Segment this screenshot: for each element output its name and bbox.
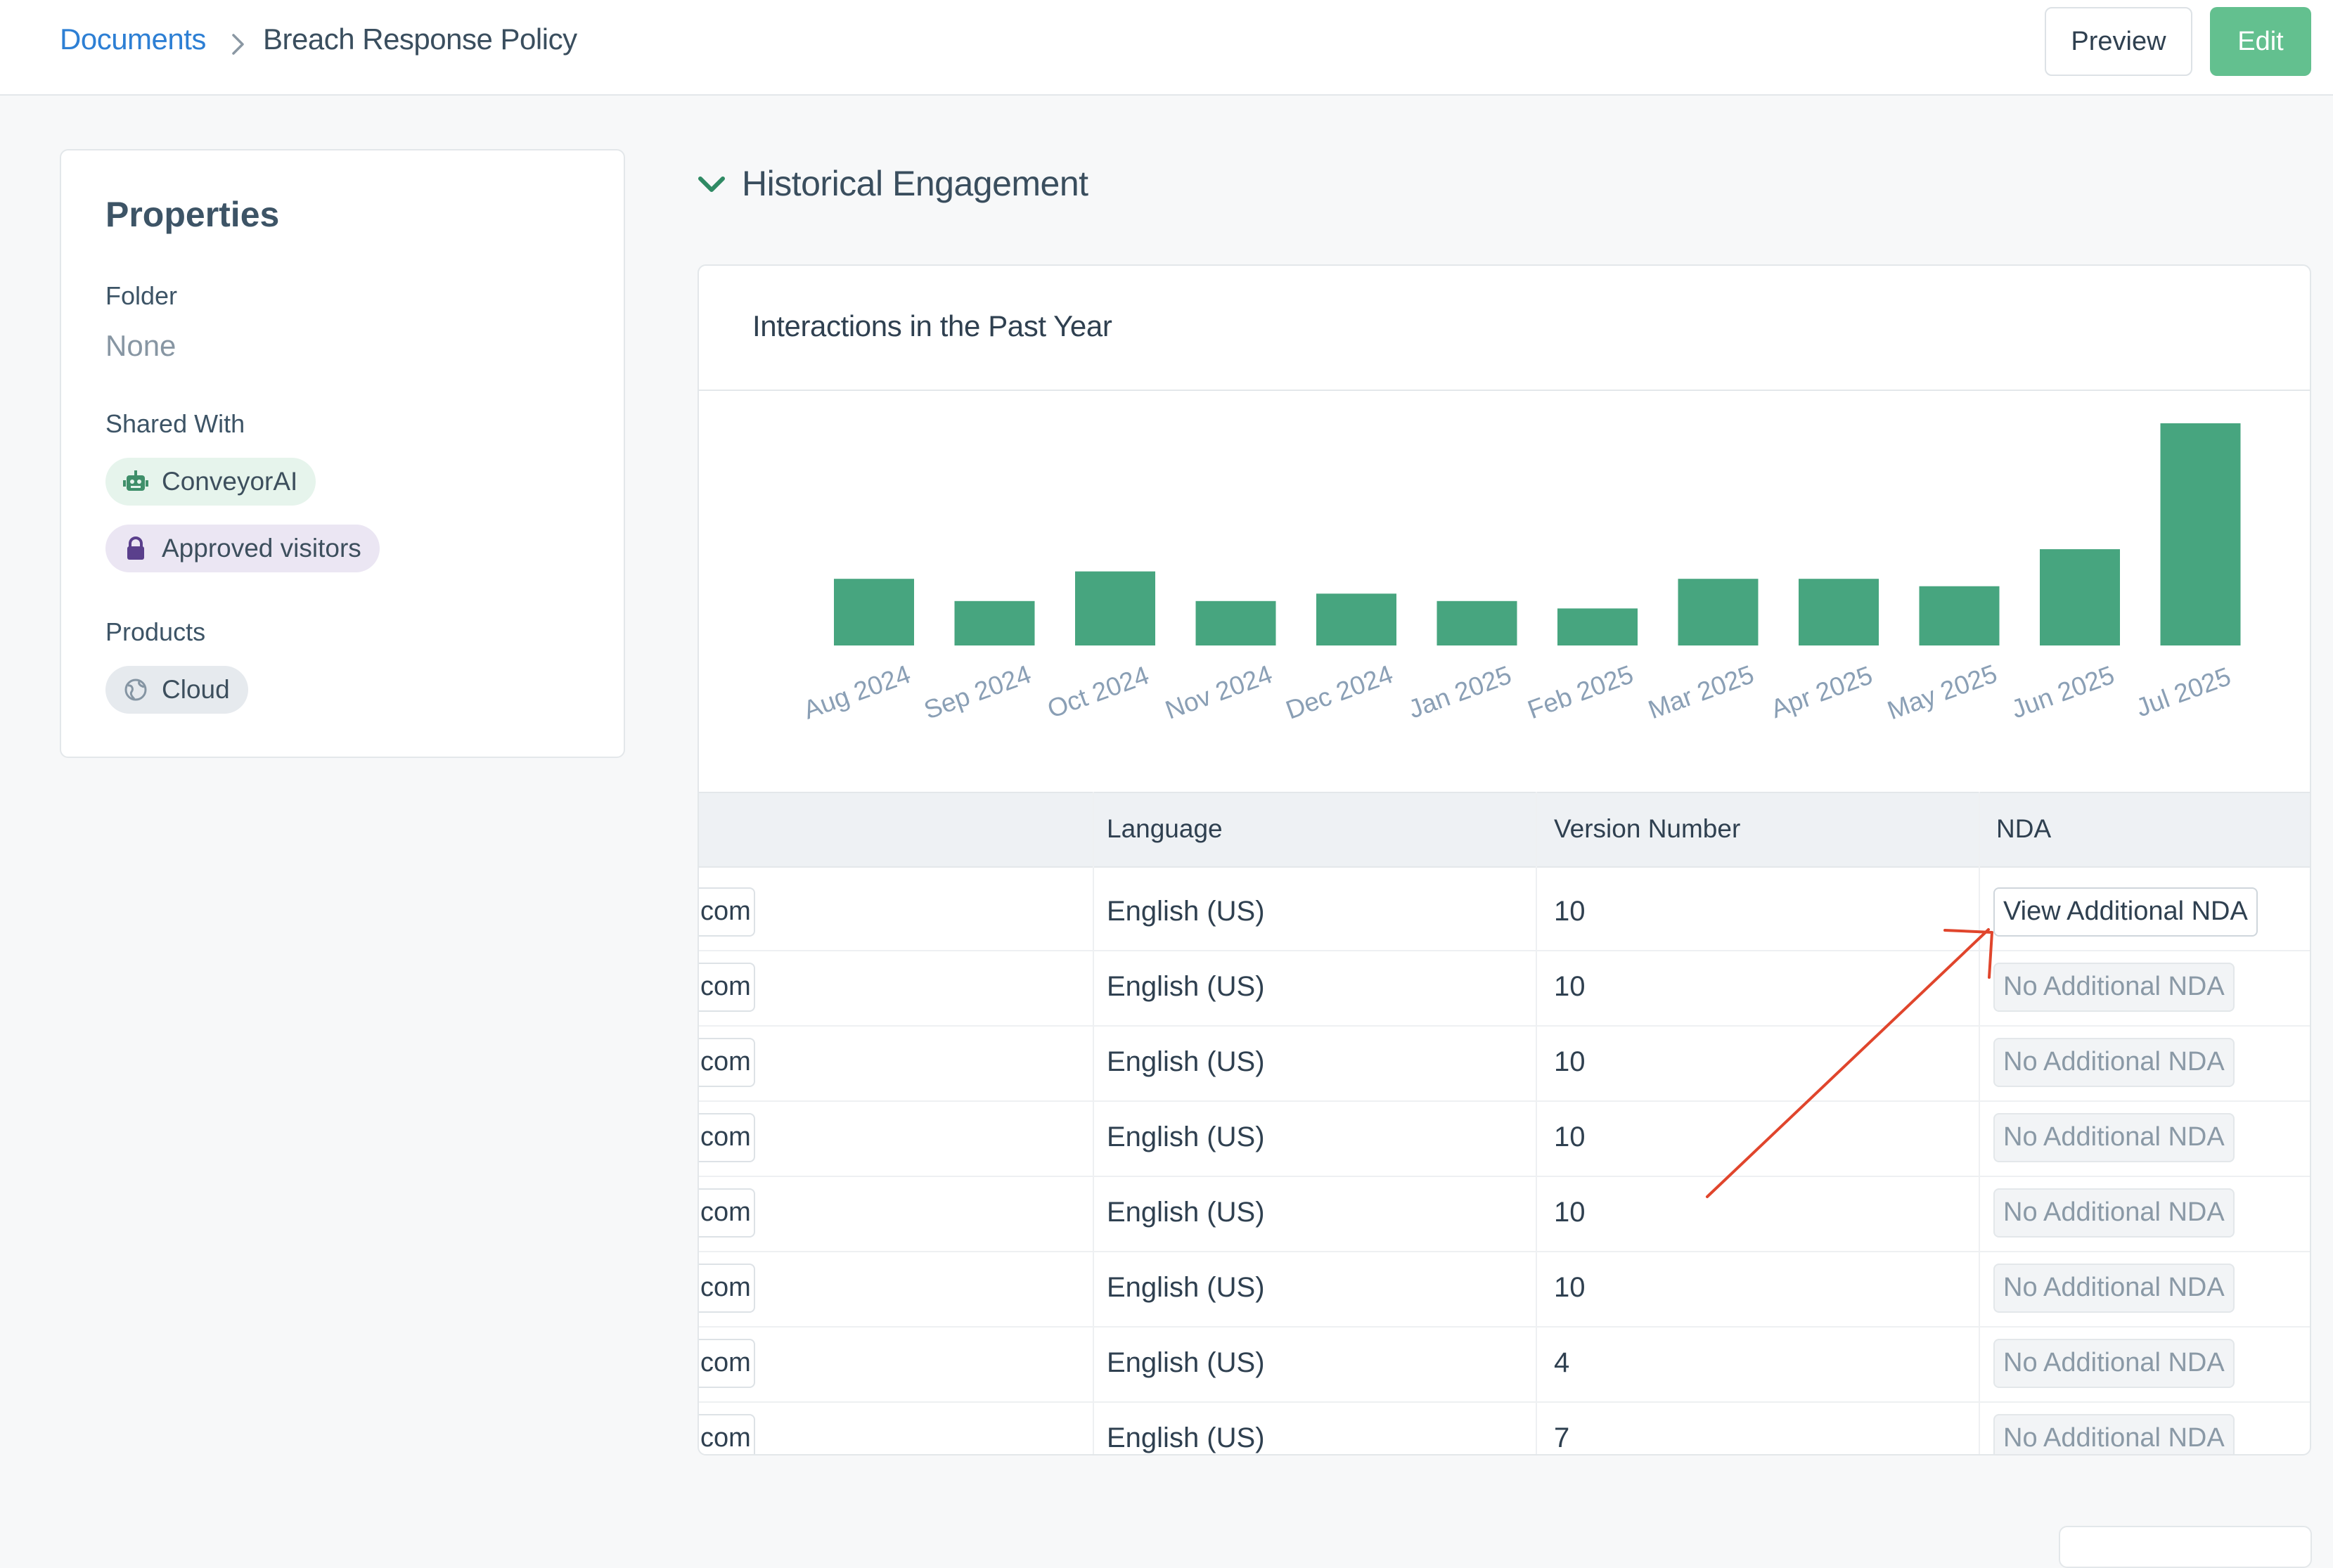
version-cell: 10 — [1554, 971, 1586, 1002]
version-cell: 10 — [1554, 1272, 1586, 1303]
version-cell: 10 — [1554, 1122, 1586, 1152]
email-chip[interactable]: com — [699, 1188, 755, 1238]
chart-bar[interactable] — [2040, 549, 2120, 645]
products-label: Products — [105, 617, 206, 646]
product-cloud-tag[interactable]: Cloud — [105, 666, 248, 714]
x-tick-label: Apr 2025 — [1767, 660, 1876, 724]
x-tick-label: Sep 2024 — [920, 660, 1035, 725]
engagement-card: Interactions in the Past Year Aug 2024 Se… — [698, 264, 2311, 1455]
no-additional-nda-badge: No Additional NDA — [1993, 1038, 2235, 1087]
folder-label: Folder — [105, 281, 178, 310]
shared-with-label: Shared With — [105, 409, 245, 438]
shared-with-conveyorai-tag[interactable]: ConveyorAI — [105, 458, 316, 506]
email-chip[interactable]: com — [699, 1339, 755, 1388]
chart-bar[interactable] — [1075, 571, 1155, 645]
robot-icon — [122, 468, 149, 495]
no-additional-nda-badge: No Additional NDA — [1993, 1264, 2235, 1313]
shared-approved-visitors-label: Approved visitors — [162, 534, 361, 563]
no-additional-nda-badge: No Additional NDA — [1993, 1414, 2235, 1454]
product-cloud-label: Cloud — [162, 675, 230, 704]
no-additional-nda-badge: No Additional NDA — [1993, 1188, 2235, 1238]
x-tick-label: Aug 2024 — [799, 660, 914, 725]
edit-button[interactable]: Edit — [2210, 7, 2311, 76]
language-cell: English (US) — [1107, 1347, 1265, 1378]
properties-panel: Properties Folder None Shared With Conve… — [60, 149, 625, 758]
x-tick-label: Mar 2025 — [1645, 660, 1758, 724]
chart-bar[interactable] — [1678, 579, 1759, 645]
no-additional-nda-badge: No Additional NDA — [1993, 1113, 2235, 1162]
column-header-nda[interactable]: NDA — [1996, 814, 2052, 843]
language-cell: English (US) — [1107, 1046, 1265, 1077]
table-header: Language Version Number NDA — [699, 792, 2310, 868]
email-chip[interactable]: com — [699, 1414, 755, 1454]
view-additional-nda-button[interactable]: View Additional NDA — [1993, 887, 2258, 937]
column-divider — [1093, 792, 1094, 1454]
language-cell: English (US) — [1107, 1272, 1265, 1303]
x-tick-label: Nov 2024 — [1162, 660, 1276, 725]
historical-engagement-title[interactable]: Historical Engagement — [742, 164, 1088, 203]
chart-bar[interactable] — [1799, 579, 1879, 645]
table-row: com English (US) 10 No Additional NDA — [699, 1252, 2310, 1328]
x-tick-label: May 2025 — [1884, 659, 2001, 725]
version-cell: 4 — [1554, 1347, 1570, 1378]
table-row: com English (US) 4 No Additional NDA — [699, 1328, 2310, 1403]
chart-bar[interactable] — [1316, 593, 1396, 645]
globe-icon — [122, 676, 149, 703]
email-chip[interactable]: com — [699, 887, 755, 937]
interactions-bar-chart: Aug 2024 Sep 2024 Oct 2024 Nov 2024 Dec 2024… — [799, 423, 2241, 725]
chevron-down-icon[interactable] — [696, 170, 727, 205]
chevron-right-icon — [229, 30, 248, 63]
x-tick-label: Dec 2024 — [1282, 660, 1396, 725]
chart-bar[interactable] — [1919, 586, 2000, 645]
language-cell: English (US) — [1107, 1422, 1265, 1453]
version-cell: 10 — [1554, 896, 1586, 927]
table-row: com English (US) 10 No Additional NDA — [699, 1027, 2310, 1102]
language-cell: English (US) — [1107, 971, 1265, 1002]
top-bar: Documents Breach Response Policy Preview… — [0, 0, 2333, 96]
email-chip[interactable]: com — [699, 1113, 755, 1162]
partial-card — [2059, 1526, 2312, 1568]
chart-bar[interactable] — [2160, 423, 2241, 645]
divider — [699, 390, 2310, 391]
properties-title: Properties — [105, 195, 280, 234]
language-cell: English (US) — [1107, 896, 1265, 927]
breadcrumb-current: Breach Response Policy — [263, 23, 577, 56]
chart-bar[interactable] — [1557, 608, 1638, 645]
column-header-language[interactable]: Language — [1107, 814, 1223, 843]
x-tick-label: Jun 2025 — [2007, 660, 2118, 724]
version-cell: 10 — [1554, 1046, 1586, 1077]
table-row: com English (US) 10 No Additional NDA — [699, 1177, 2310, 1252]
chart-bar[interactable] — [1195, 600, 1276, 645]
chart-bar[interactable] — [1437, 600, 1517, 645]
preview-button[interactable]: Preview — [2045, 7, 2192, 76]
x-tick-label: Oct 2024 — [1043, 660, 1152, 724]
breadcrumb-documents-link[interactable]: Documents — [60, 23, 206, 56]
x-tick-label: Jul 2025 — [2132, 662, 2234, 722]
version-cell: 10 — [1554, 1197, 1586, 1228]
x-tick-label: Feb 2025 — [1524, 660, 1637, 724]
column-divider — [1536, 792, 1537, 1454]
chart-bar[interactable] — [954, 600, 1035, 645]
chart-bar[interactable] — [834, 579, 914, 645]
version-cell: 7 — [1554, 1422, 1570, 1453]
table-row: com English (US) 10 No Additional NDA — [699, 1102, 2310, 1177]
email-chip[interactable]: com — [699, 1264, 755, 1313]
folder-value: None — [105, 329, 176, 362]
shared-conveyorai-label: ConveyorAI — [162, 467, 298, 496]
table-row: com English (US) 10 View Additional NDA — [699, 876, 2310, 951]
no-additional-nda-badge: No Additional NDA — [1993, 1339, 2235, 1388]
language-cell: English (US) — [1107, 1122, 1265, 1152]
x-tick-label: Jan 2025 — [1405, 660, 1515, 724]
shared-with-approved-visitors-tag[interactable]: Approved visitors — [105, 525, 380, 572]
column-header-version-number[interactable]: Version Number — [1554, 814, 1741, 843]
language-cell: English (US) — [1107, 1197, 1265, 1228]
table-row: com English (US) 7 No Additional NDA — [699, 1403, 2310, 1454]
no-additional-nda-badge: No Additional NDA — [1993, 963, 2235, 1012]
table-row: com English (US) 10 No Additional NDA — [699, 951, 2310, 1027]
chart-title: Interactions in the Past Year — [752, 309, 1112, 342]
email-chip[interactable]: com — [699, 963, 755, 1012]
lock-icon — [122, 535, 149, 562]
email-chip[interactable]: com — [699, 1038, 755, 1087]
